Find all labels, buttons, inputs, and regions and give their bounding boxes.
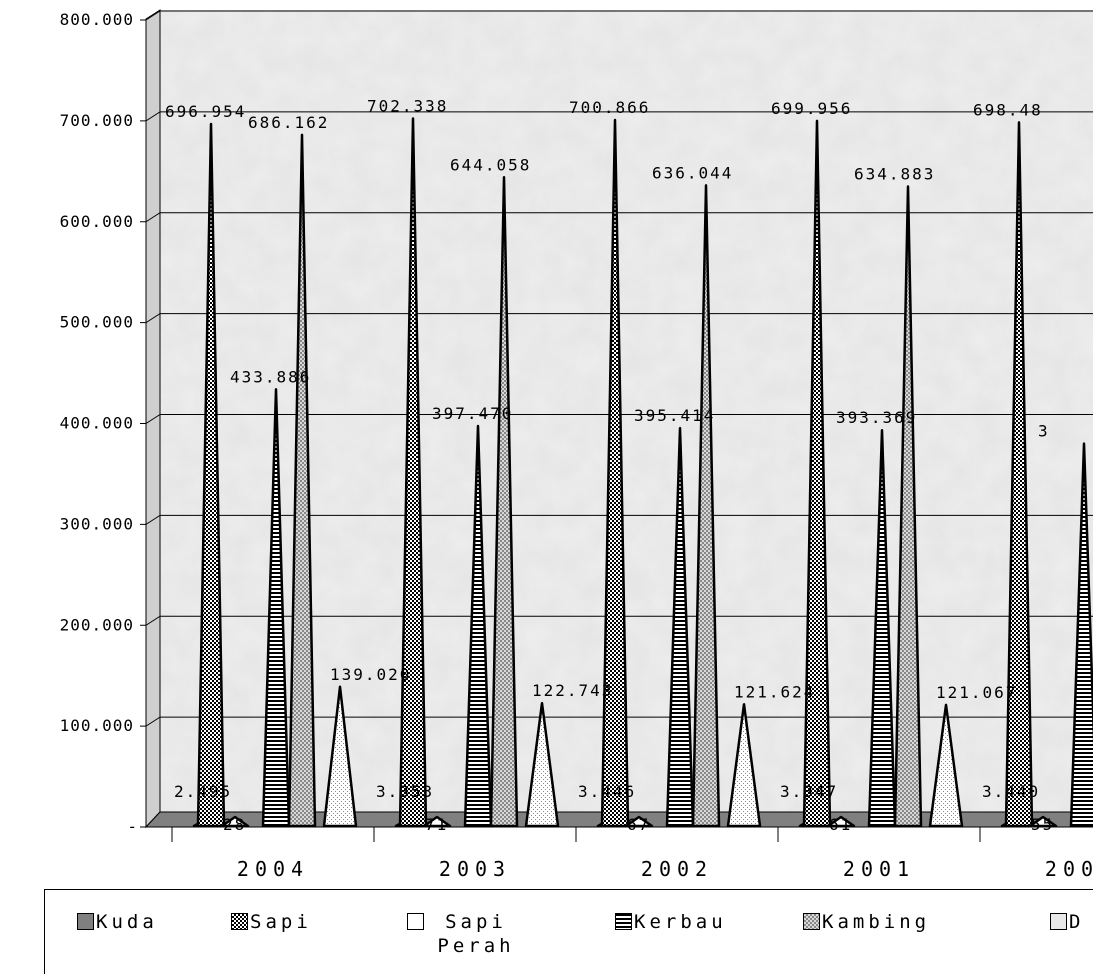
- legend-swatch-sapi: [231, 913, 248, 930]
- data-label: 28: [223, 815, 246, 834]
- legend-swatch-kambing: [803, 913, 820, 930]
- data-label: 702.338: [367, 97, 448, 116]
- bar-kerbau: [1069, 442, 1093, 828]
- legend-swatch-d: [1050, 913, 1067, 930]
- legend-swatch-sapi-perah: [407, 913, 424, 930]
- bar-kerbau: [463, 424, 493, 828]
- legend-label: Sapi Perah: [437, 911, 515, 957]
- gridline-side: [145, 313, 161, 324]
- bar-kambing: [287, 133, 317, 828]
- data-label: 699.956: [771, 99, 852, 118]
- legend: Kuda Sapi Sapi Perah Kerbau Kambing D: [44, 889, 1093, 974]
- legend-item: Sapi: [231, 910, 312, 934]
- data-label: 644.058: [450, 155, 531, 174]
- bar-d: [928, 703, 964, 828]
- data-label: 61: [829, 815, 852, 834]
- bar-kambing: [893, 185, 923, 828]
- data-label: 700.866: [569, 98, 650, 117]
- gridline-side: [145, 414, 161, 424]
- data-label: 634.883: [854, 165, 935, 184]
- bar-sapi: [398, 117, 428, 828]
- bar-sapi: [600, 118, 630, 828]
- legend-label: Kuda: [96, 911, 158, 933]
- data-label: 393.369: [836, 408, 917, 427]
- gridline-side: [145, 111, 161, 122]
- x-tick-label: 2000: [1045, 857, 1093, 881]
- legend-item: Kerbau: [615, 910, 727, 934]
- bar-kerbau: [665, 426, 695, 828]
- data-label: 3.353: [376, 782, 434, 801]
- y-tick-label: 600.000: [60, 212, 134, 231]
- bar-sapi-perah: [826, 815, 856, 828]
- data-label: 3.347: [780, 782, 838, 801]
- data-label: 433.886: [230, 367, 311, 386]
- data-label: 71: [425, 815, 448, 834]
- bar-d: [524, 701, 560, 828]
- data-label: 139.020: [330, 665, 411, 684]
- gridline-side: [145, 514, 161, 525]
- bar-sapi: [802, 119, 832, 828]
- y-tick-label: 300.000: [60, 514, 134, 533]
- data-label: 122.743: [532, 681, 613, 700]
- data-label: 2.495: [174, 782, 232, 801]
- y-tick-label: 100.000: [60, 716, 134, 735]
- legend-label: Kerbau: [634, 911, 727, 933]
- legend-label: Kambing: [822, 911, 931, 933]
- data-label: 3.446: [578, 782, 636, 801]
- bar-d: [726, 703, 762, 828]
- bar-sapi-perah: [220, 815, 250, 828]
- bar-sapi-perah: [1028, 815, 1058, 828]
- chart: 2.495 3.353 3.446 3.347 3.440 696.954 702.338 7…: [60, 9, 1093, 881]
- y-tick-label: 400.000: [60, 414, 134, 433]
- x-tick-label: 2004: [237, 857, 309, 881]
- bar-kambing: [489, 176, 519, 828]
- gridline-side: [145, 615, 161, 626]
- data-label: 3.440: [982, 782, 1040, 801]
- data-label: 686.162: [248, 113, 329, 132]
- data-label: 696.954: [165, 102, 246, 121]
- data-label: 397.470: [432, 404, 513, 423]
- data-label: 55: [1031, 815, 1054, 834]
- legend-item: D: [1050, 910, 1084, 934]
- y-tick-label: 200.000: [60, 615, 134, 634]
- x-tick-label: 2001: [843, 857, 915, 881]
- legend-item: Kuda: [77, 910, 158, 934]
- legend-item: Kambing: [803, 910, 930, 934]
- y-tick-label: 700.000: [60, 111, 134, 130]
- data-label: 121.067: [936, 683, 1017, 702]
- bar-sapi: [196, 122, 226, 828]
- y-tick-label: 800.000: [60, 10, 134, 29]
- bar-sapi-perah: [422, 815, 452, 828]
- bar-kambing: [691, 184, 721, 828]
- legend-swatch-kerbau: [615, 913, 632, 930]
- bar-kerbau: [261, 388, 291, 828]
- y-tick-label: -: [127, 817, 138, 836]
- gridline-side: [145, 10, 161, 21]
- y-tick-label: 500.000: [60, 313, 134, 332]
- legend-item: Sapi Perah: [407, 910, 526, 958]
- data-label: 636.044: [652, 163, 733, 182]
- x-tick-label: 2003: [439, 857, 511, 881]
- data-label: 67: [627, 815, 650, 834]
- legend-label: Sapi: [250, 911, 312, 933]
- gridline-side: [145, 716, 161, 727]
- data-label: 121.624: [734, 682, 815, 701]
- gridline-side: [145, 212, 161, 223]
- bar-kerbau: [867, 428, 897, 828]
- data-label: 3: [1038, 422, 1050, 441]
- legend-swatch-kuda: [77, 913, 94, 930]
- bar-sapi-perah: [624, 815, 654, 828]
- bar-sapi: [1004, 121, 1034, 828]
- x-tick-label: 2002: [641, 857, 713, 881]
- bar-d: [322, 685, 358, 828]
- data-label: 698.48: [973, 100, 1043, 119]
- legend-label: D: [1069, 911, 1085, 933]
- data-label: 395.414: [634, 406, 715, 425]
